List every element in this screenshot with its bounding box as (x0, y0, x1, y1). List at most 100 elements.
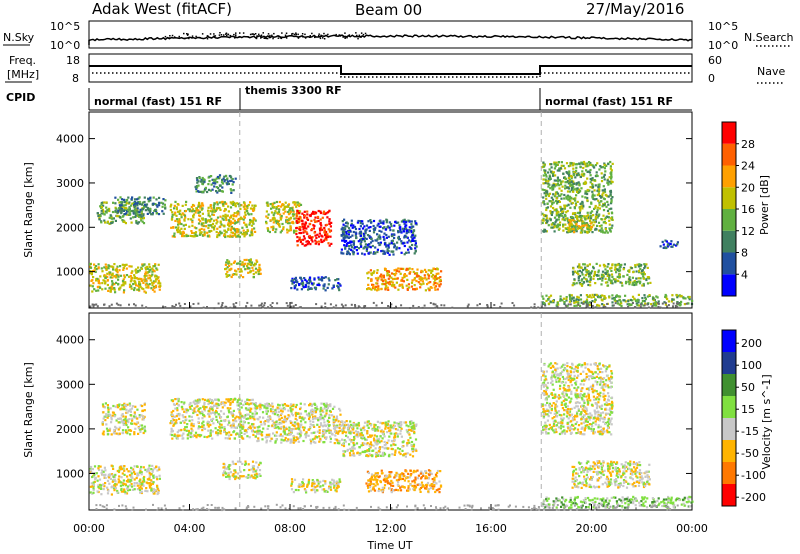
data-cell (638, 271, 641, 274)
data-cell (367, 271, 370, 274)
data-cell (576, 190, 579, 193)
data-cell (94, 476, 97, 479)
data-cell (143, 275, 146, 278)
data-cell (640, 270, 644, 273)
noise-search-dot (164, 35, 167, 38)
data-cell (579, 175, 582, 178)
data-cell (413, 236, 416, 239)
data-cell (376, 289, 379, 292)
noise-search-dot (249, 33, 252, 36)
data-cell (101, 282, 104, 285)
data-cell (117, 215, 120, 218)
data-cell (102, 488, 105, 491)
data-cell (90, 482, 93, 485)
data-cell (588, 294, 591, 297)
data-cell (252, 276, 255, 279)
data-cell (209, 204, 212, 207)
data-cell (154, 489, 157, 492)
ground-scatter-cell (685, 302, 688, 305)
data-cell (200, 205, 203, 208)
data-cell (575, 298, 578, 301)
data-cell (611, 162, 614, 165)
data-cell (277, 205, 280, 208)
ground-scatter-cell (409, 307, 411, 309)
data-cell (176, 413, 179, 416)
data-cell (611, 294, 614, 297)
data-cell (565, 197, 568, 200)
data-cell (400, 220, 403, 223)
noise-search-dot (344, 37, 346, 39)
ground-scatter-cell (221, 302, 224, 304)
data-cell (569, 220, 572, 224)
data-cell (134, 405, 137, 408)
data-cell (134, 427, 137, 430)
data-cell (139, 491, 142, 494)
data-cell (89, 266, 93, 269)
data-cell (574, 221, 577, 224)
data-cell (391, 234, 394, 237)
data-cell (406, 236, 409, 239)
data-cell (611, 264, 614, 267)
data-cell (141, 480, 144, 483)
data-cell (604, 281, 608, 284)
data-cell (604, 216, 607, 219)
data-cell (631, 283, 634, 286)
data-cell (363, 240, 366, 243)
data-cell (559, 221, 562, 224)
data-cell (145, 274, 148, 277)
data-cell (421, 280, 424, 283)
noise-search-dot (272, 37, 274, 40)
data-cell (564, 204, 567, 207)
noise-right-tick-top: 10^5 (708, 20, 738, 33)
data-cell (407, 248, 410, 251)
data-cell (582, 160, 586, 164)
data-cell (549, 218, 552, 221)
ground-scatter-cell (178, 302, 181, 305)
data-cell (659, 245, 662, 248)
data-cell (545, 230, 548, 233)
data-cell (577, 172, 580, 175)
data-cell (152, 474, 155, 478)
data-cell (315, 242, 318, 245)
data-cell (576, 200, 579, 203)
data-cell (603, 167, 606, 170)
data-cell (243, 203, 246, 206)
data-cell (299, 240, 302, 244)
data-cell (219, 429, 222, 432)
data-cell (581, 224, 584, 227)
data-cell (368, 245, 371, 248)
data-cell (138, 414, 141, 417)
data-cell (603, 163, 606, 166)
data-cell (595, 174, 598, 177)
data-cell (383, 226, 386, 229)
data-cell (171, 421, 174, 424)
data-cell (562, 216, 565, 219)
data-cell (157, 279, 160, 282)
data-cell (181, 233, 184, 236)
ground-scatter-cell (335, 304, 338, 307)
data-cell (557, 213, 560, 216)
data-cell (286, 210, 289, 214)
data-cell (372, 219, 376, 223)
data-cell (182, 416, 185, 419)
data-cell (156, 276, 159, 279)
data-cell (375, 285, 378, 288)
data-cell (195, 190, 198, 193)
data-cell (252, 273, 255, 276)
data-cell (330, 221, 333, 224)
data-cell (243, 258, 246, 262)
data-cell (326, 211, 329, 214)
data-cell (207, 219, 210, 222)
data-cell (110, 416, 113, 419)
data-cell (229, 424, 232, 427)
data-cell (312, 224, 315, 227)
data-cell (614, 299, 617, 303)
data-cell (342, 252, 345, 255)
data-cell (560, 210, 564, 213)
data-cell (387, 235, 390, 238)
data-cell (196, 181, 199, 184)
data-cell (223, 224, 226, 227)
data-cell (236, 221, 239, 224)
data-cell (136, 222, 139, 225)
data-cell (546, 202, 549, 205)
